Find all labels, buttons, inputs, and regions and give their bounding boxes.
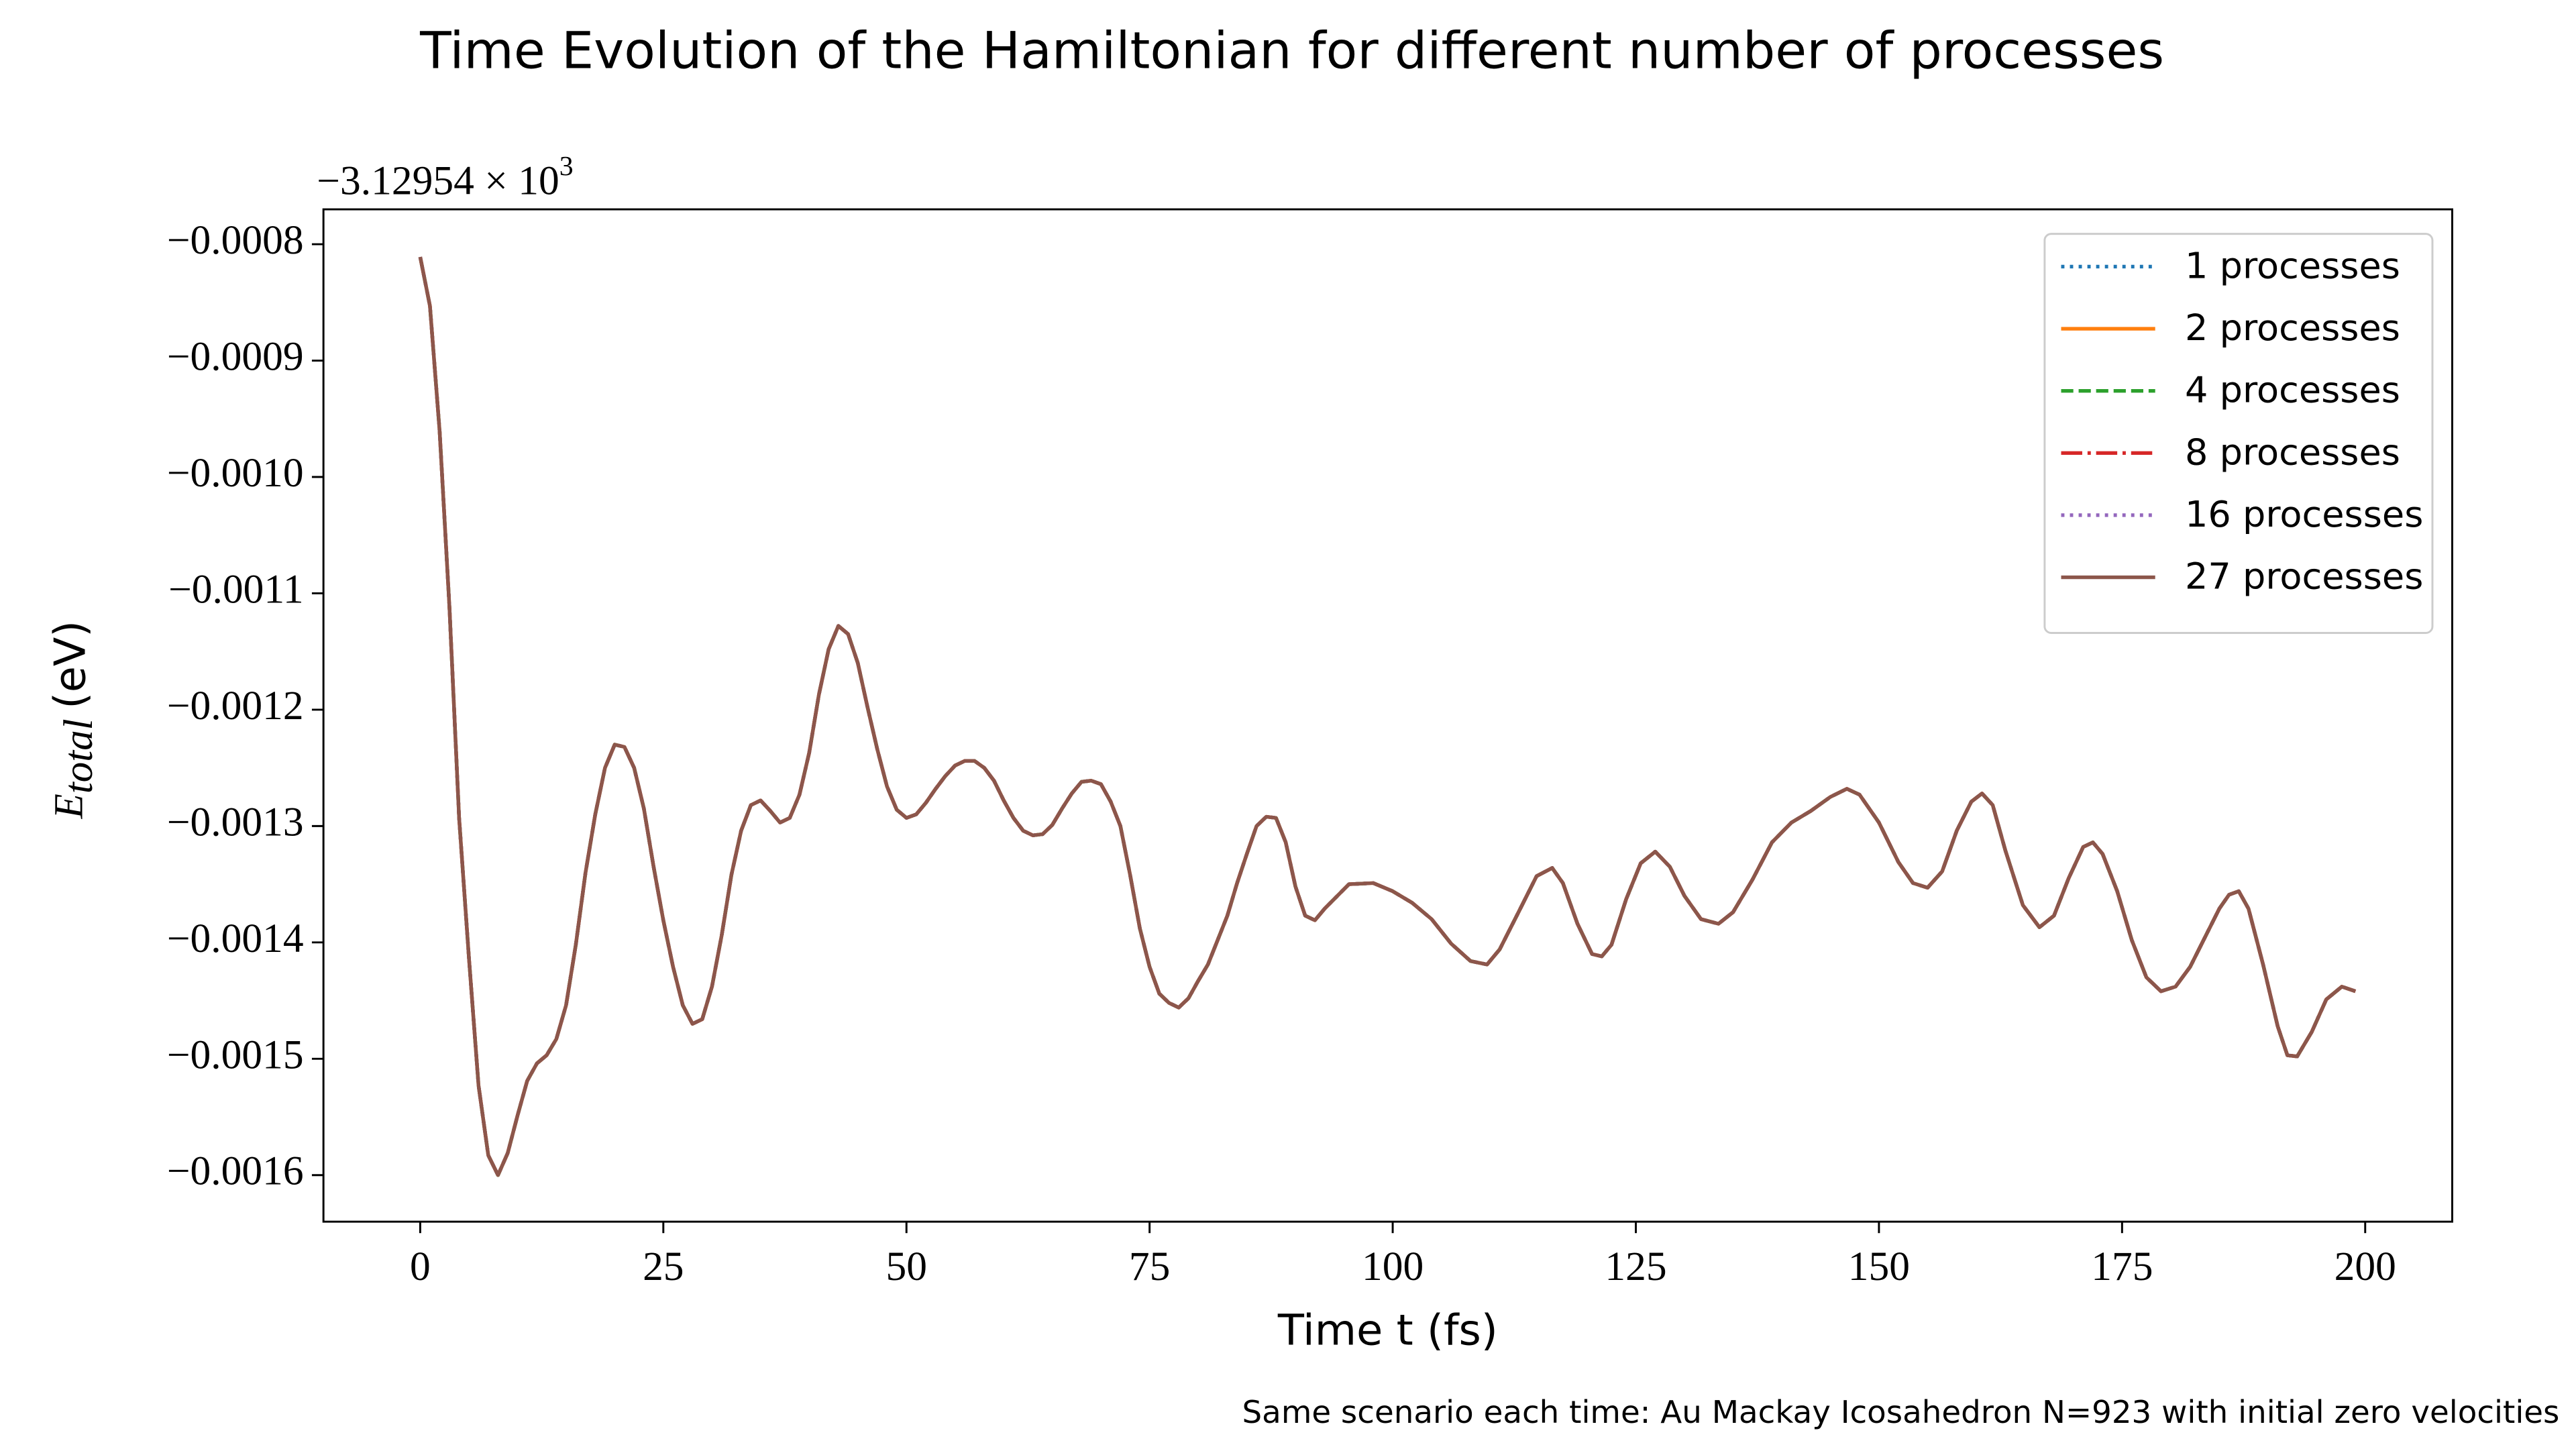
legend-box [2043,233,2434,634]
y-axis-label: Etotal (eV) [46,621,102,819]
y-tick-label: −0.0010 [167,450,304,496]
x-tick-label: 150 [1848,1244,1910,1289]
y-tick-label: −0.0011 [168,567,304,612]
x-tick-label: 200 [2334,1244,2396,1289]
legend: 1 processes 2 processes 4 processes 8 proce… [2043,233,2434,634]
axes-frame [322,208,2453,1223]
y-tick-label: −0.0014 [167,916,304,961]
y-label-symbol: E [46,794,91,819]
offset-exponent: 3 [559,151,574,182]
x-axis-label: Time t (fs) [1277,1306,1498,1356]
offset-text: −3.12954 × 103 [317,151,573,204]
y-label-subscript: total [56,718,101,794]
x-tick-label: 0 [410,1244,431,1289]
x-tick-label: 50 [885,1244,926,1289]
x-tick-label: 175 [2091,1244,2153,1289]
legend-label: 4 processes [2185,369,2400,411]
legend-label: 27 processes [2185,555,2423,598]
series-line [418,256,2357,1177]
plot-area [418,256,2357,1177]
x-tick-label: 100 [1362,1244,1424,1289]
legend-label: 1 processes [2185,245,2400,287]
legend-label: 8 processes [2185,431,2400,474]
y-tick-label: −0.0013 [167,800,304,845]
x-tick-label: 125 [1605,1244,1666,1289]
y-tick-label: −0.0012 [167,683,304,729]
x-tick-label: 25 [643,1244,684,1289]
chart-title: Time Evolution of the Hamiltonian for di… [419,21,2164,80]
footnote: Same scenario each time: Au Mackay Icosa… [1242,1394,2560,1430]
x-tick-label: 75 [1129,1244,1170,1289]
y-tick-label: −0.0009 [167,334,304,380]
legend-label: 2 processes [2185,307,2400,349]
legend-label: 16 processes [2185,493,2423,535]
y-tick-label: −0.0016 [167,1148,304,1194]
y-tick-label: −0.0015 [167,1032,304,1078]
offset-mantissa: −3.12954 × 10 [317,158,559,204]
y-tick-label: −0.0008 [167,217,304,263]
y-label-unit: (eV) [46,621,95,709]
